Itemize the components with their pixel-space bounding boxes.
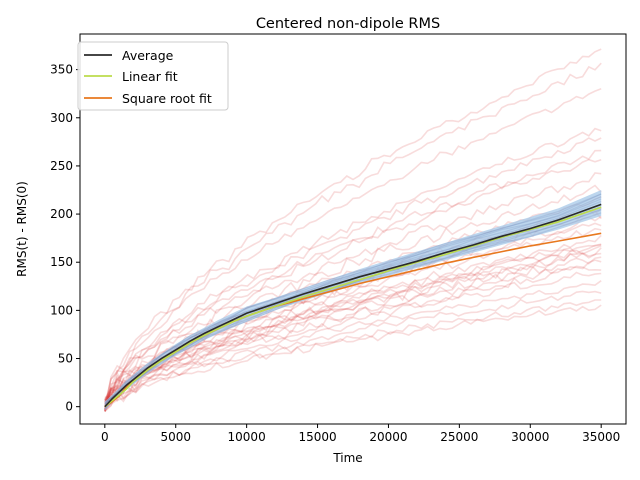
run-line bbox=[104, 256, 602, 402]
y-tick-label: 300 bbox=[50, 111, 73, 125]
x-axis: 0 5000 10000 15000 20000 25000 30000 35000 bbox=[101, 424, 620, 444]
y-tick-label: 100 bbox=[50, 303, 73, 317]
y-tick-label: 0 bbox=[65, 400, 73, 414]
x-tick-label: 20000 bbox=[369, 430, 407, 444]
run-line bbox=[104, 137, 602, 403]
run-line bbox=[104, 290, 602, 413]
run-line bbox=[104, 252, 602, 401]
run-line bbox=[104, 243, 602, 410]
legend-label-average: Average bbox=[122, 48, 174, 63]
x-tick-label: 5000 bbox=[160, 430, 191, 444]
series-line-linear-fit bbox=[104, 206, 602, 408]
band-run-line bbox=[104, 193, 602, 404]
run-line bbox=[104, 62, 602, 411]
legend: Average Linear fit Square root fit bbox=[77, 41, 229, 111]
x-tick-label: 35000 bbox=[582, 430, 620, 444]
run-line bbox=[104, 265, 602, 412]
axes-frame bbox=[79, 33, 627, 425]
run-line bbox=[104, 184, 602, 412]
run-line bbox=[104, 259, 602, 406]
y-tick-label: 350 bbox=[50, 63, 73, 77]
run-line bbox=[104, 88, 602, 405]
run-line bbox=[104, 244, 602, 402]
run-line bbox=[104, 304, 602, 411]
run-line bbox=[104, 127, 602, 412]
plot-area bbox=[104, 48, 602, 413]
y-tick-label: 200 bbox=[50, 207, 73, 221]
run-line bbox=[104, 243, 602, 408]
run-line bbox=[104, 158, 602, 408]
legend-label-linear-fit: Linear fit bbox=[122, 69, 178, 84]
run-line bbox=[104, 247, 602, 400]
x-tick-label: 15000 bbox=[298, 430, 336, 444]
y-tick-label: 250 bbox=[50, 159, 73, 173]
run-line bbox=[104, 271, 602, 410]
band-run-line bbox=[104, 193, 602, 402]
legend-box bbox=[77, 41, 229, 111]
series-line-average bbox=[104, 203, 602, 408]
y-tick-label: 50 bbox=[58, 352, 73, 366]
run-line bbox=[104, 280, 602, 412]
y-axis-label: RMS(t) - RMS(0) bbox=[15, 181, 29, 277]
lines-layer bbox=[104, 203, 602, 408]
run-line bbox=[104, 149, 602, 412]
run-line bbox=[104, 172, 602, 404]
x-tick-label: 30000 bbox=[511, 430, 549, 444]
band-run-line bbox=[104, 196, 602, 405]
legend-label-square-root-fit: Square root fit bbox=[122, 91, 212, 106]
chart-title: Centered non-dipole RMS bbox=[256, 16, 440, 32]
x-tick-label: 10000 bbox=[228, 430, 266, 444]
run-line bbox=[104, 48, 602, 410]
y-tick-label: 150 bbox=[50, 255, 73, 269]
x-tick-label: 0 bbox=[101, 430, 109, 444]
x-axis-label: Time bbox=[332, 451, 362, 465]
y-axis: 0 50 100 150 200 250 300 350 bbox=[50, 63, 80, 414]
run-line bbox=[104, 299, 602, 405]
run-line bbox=[104, 234, 602, 412]
x-tick-label: 25000 bbox=[440, 430, 478, 444]
